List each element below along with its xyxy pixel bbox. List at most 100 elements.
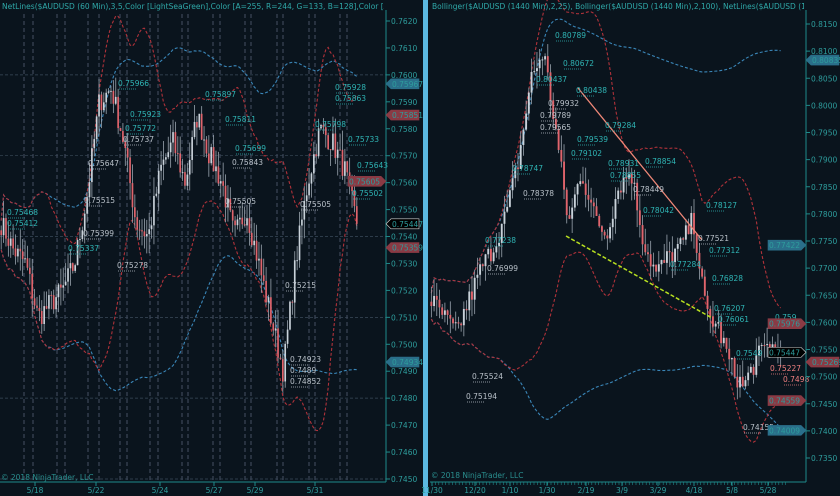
candle-body <box>609 227 612 239</box>
candle-body <box>284 343 287 382</box>
candle-body <box>21 251 24 260</box>
price-level-label: 0.75966 <box>118 79 149 88</box>
price-marker-value: 0.75269 <box>812 358 840 367</box>
candle-body <box>303 201 306 220</box>
panel-divider[interactable] <box>423 0 428 496</box>
candle-body <box>511 178 514 191</box>
candle-body <box>200 113 203 140</box>
candle-body <box>590 199 593 203</box>
y-tick-label: 0.7600 <box>811 318 837 327</box>
candle-body <box>286 329 289 344</box>
candle-body <box>179 153 182 173</box>
candle-body <box>148 229 151 235</box>
candle-body <box>744 380 747 387</box>
candle-body <box>219 181 222 184</box>
candle-body <box>265 280 267 303</box>
price-level-label: 0.75863 <box>335 94 366 103</box>
price-marker-current <box>767 347 807 358</box>
y-tick-label: 0.7550 <box>391 206 417 215</box>
candle-body <box>355 206 358 224</box>
candle-body <box>69 263 72 269</box>
candle-body <box>26 258 29 268</box>
x-tick-label: 5/29 <box>247 486 264 495</box>
price-marker-blue <box>767 425 807 436</box>
price-level-label: 0.80438 <box>576 86 607 95</box>
candle-body <box>167 152 170 158</box>
candle-body <box>630 173 633 184</box>
price-marker-red <box>805 356 840 368</box>
candle-body <box>452 318 454 324</box>
price-level-label: 0.75399 <box>83 229 114 238</box>
candle-body <box>40 311 43 324</box>
bollinger-long-band-lower <box>0 249 357 392</box>
candle-body <box>60 284 62 288</box>
candle-body <box>701 268 704 277</box>
candle-body <box>215 166 217 172</box>
candle-body <box>301 219 303 226</box>
y-tick-label: 0.7570 <box>391 152 417 161</box>
price-level-label: 0.75337 <box>68 244 99 253</box>
x-tick-label: 5/31 <box>307 486 324 495</box>
candle-body <box>248 218 251 233</box>
candle-body <box>277 328 279 358</box>
price-marker-value: 0.75967 <box>392 80 423 89</box>
price-level-label: 0.75897 <box>205 90 236 99</box>
price-marker-red <box>385 242 420 253</box>
candle-body <box>153 195 155 226</box>
right-header-clip: Bollinger($AUDUSD (1440 Min),2,25), Boll… <box>432 2 804 11</box>
candle-body <box>346 161 349 173</box>
candle-body <box>71 263 74 271</box>
y-tick-label: 0.7900 <box>811 156 837 165</box>
candle-body <box>188 159 191 175</box>
candle-body <box>191 137 193 160</box>
candle-body <box>157 170 160 194</box>
candle-body <box>443 310 446 315</box>
candle-body <box>600 226 603 232</box>
x-tick-label: 5/8 <box>726 486 738 495</box>
candle-body <box>291 301 294 303</box>
x-tick-label: 5/24 <box>152 486 169 495</box>
candle-body <box>506 206 509 212</box>
price-level-label: 0.75811 <box>225 115 256 124</box>
price-marker-value: 0.75359 <box>392 244 423 253</box>
candle-body <box>17 248 19 257</box>
price-level-label: 0.79565 <box>540 123 571 132</box>
candle-body <box>655 264 658 272</box>
candle-body <box>587 194 590 200</box>
candle-body <box>598 215 601 227</box>
candle-body <box>536 68 538 72</box>
candle-body <box>571 207 574 219</box>
left-chart-panel[interactable]: 0.75966 0.75923 0.75772 0.75737 0.75647 0.755… <box>0 10 423 495</box>
y-tick-label: 0.8100 <box>811 47 837 56</box>
candle-body <box>112 90 115 104</box>
candle-body <box>684 225 687 240</box>
candle-body <box>102 102 105 111</box>
y-tick-label: 0.7850 <box>811 183 837 192</box>
candle-body <box>460 323 463 326</box>
price-level-label: 0.78747 <box>512 164 543 173</box>
price-marker-value: 0.75447 <box>769 348 800 357</box>
candle-body <box>196 121 198 128</box>
candle-body <box>573 194 576 208</box>
candle-body <box>752 366 755 375</box>
right-chart-panel[interactable]: 0.80789 0.80672 0.80437 0.80438 0.79932 0.797… <box>421 0 840 495</box>
x-tick-label: 2/19 <box>578 486 595 495</box>
candle-body <box>614 199 617 219</box>
candle-body <box>706 295 709 309</box>
y-tick-label: 0.7580 <box>391 125 417 134</box>
candle-body <box>741 376 744 387</box>
candle-body <box>525 113 528 130</box>
support-trendline <box>565 235 713 319</box>
candle-body <box>224 185 227 208</box>
price-level-label: 0.75227 <box>770 364 801 373</box>
candle-body <box>563 161 565 190</box>
y-tick-label: 0.8000 <box>811 101 837 110</box>
candle-body <box>484 254 487 267</box>
candle-body <box>441 307 444 315</box>
price-level-label: 0.79539 <box>577 135 608 144</box>
candle-body <box>98 94 100 117</box>
price-level-label: 0.78378 <box>523 189 554 198</box>
y-tick-label: 0.7400 <box>811 427 837 436</box>
candle-body <box>449 314 452 319</box>
